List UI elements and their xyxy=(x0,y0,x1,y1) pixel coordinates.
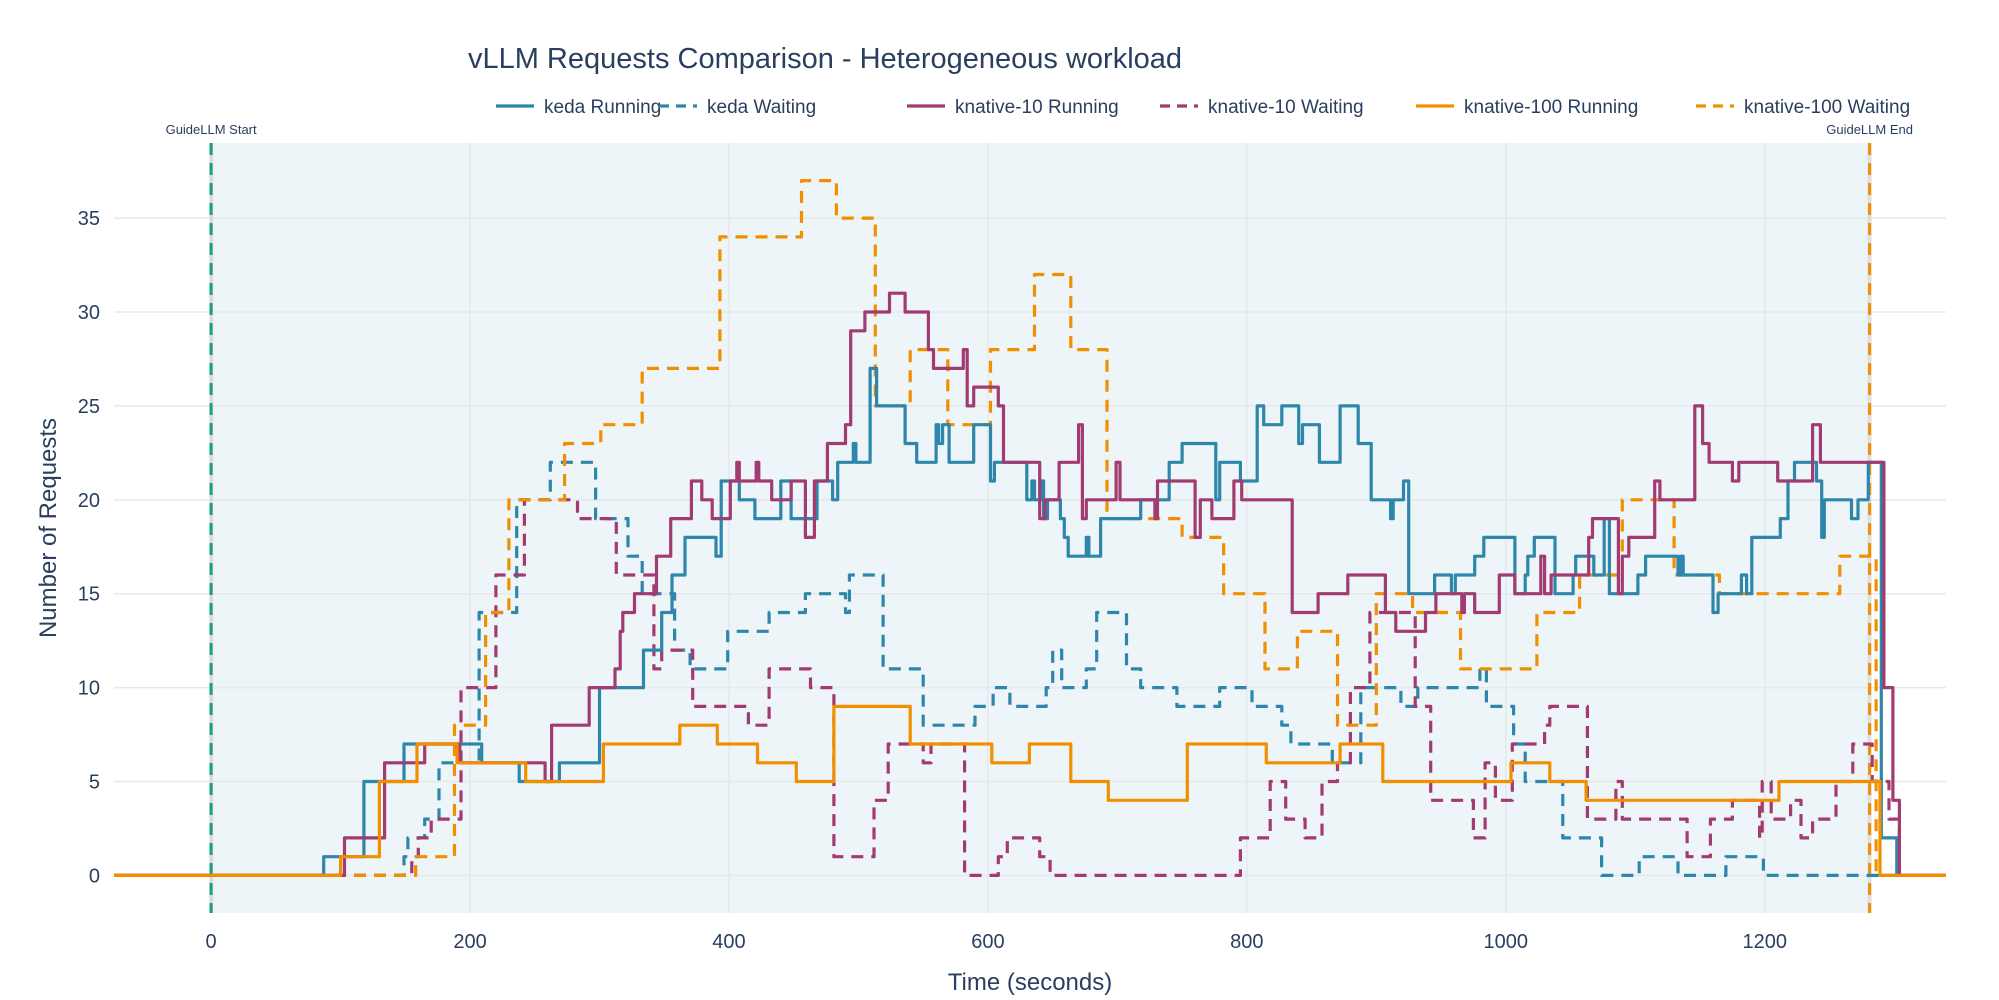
guidellm-start-label: GuideLLM Start xyxy=(166,122,257,137)
legend-label: knative-100 Waiting xyxy=(1744,97,1910,118)
y-axis-title: Number of Requests xyxy=(35,418,62,638)
event-lines xyxy=(209,143,1872,913)
y-tick-label: 25 xyxy=(78,396,100,418)
y-tick-label: 20 xyxy=(78,490,100,512)
x-tick-label: 400 xyxy=(712,931,745,953)
x-tick-label: 800 xyxy=(1230,931,1263,953)
legend-item[interactable]: knative-100 Waiting xyxy=(1696,97,1910,118)
y-tick-label: 0 xyxy=(89,865,100,887)
x-tick-label: 600 xyxy=(971,931,1004,953)
y-tick-label: 5 xyxy=(89,772,100,794)
legend-item[interactable]: knative-10 Running xyxy=(907,97,1119,118)
legend-item[interactable]: knative-10 Waiting xyxy=(1160,97,1364,118)
legend-label: knative-10 Waiting xyxy=(1208,97,1364,118)
legend-item[interactable]: keda Running xyxy=(496,97,661,118)
legend-item[interactable]: knative-100 Running xyxy=(1416,97,1638,118)
chart-title: vLLM Requests Comparison - Heterogeneous… xyxy=(468,43,1182,75)
legend-label: knative-10 Running xyxy=(955,97,1119,118)
x-tick-label: 1200 xyxy=(1742,931,1787,953)
legend-label: keda Running xyxy=(544,97,661,118)
x-axis-title: Time (seconds) xyxy=(948,969,1112,996)
legend-label: keda Waiting xyxy=(707,97,816,118)
series-line-knative-100-running xyxy=(114,704,1946,877)
series-line-knative-10-running xyxy=(114,291,1946,877)
series-line-knative-10-waiting xyxy=(114,498,1946,877)
y-tick-label: 35 xyxy=(78,208,100,230)
series-traces xyxy=(114,179,1946,877)
x-tick-label: 0 xyxy=(206,931,217,953)
y-tick-label: 10 xyxy=(78,678,100,700)
legend[interactable]: keda Running keda Waiting knative-10 Runni… xyxy=(496,97,1910,118)
y-tick-label: 30 xyxy=(78,302,100,324)
x-tick-label: 1000 xyxy=(1484,931,1529,953)
legend-label: knative-100 Running xyxy=(1464,97,1638,118)
x-tick-label: 200 xyxy=(453,931,486,953)
guidellm-end-label: GuideLLM End xyxy=(1826,122,1913,137)
legend-item[interactable]: keda Waiting xyxy=(659,97,816,118)
plot-area xyxy=(114,143,1946,913)
tick-labels: 0 200 400 600 800 1000 1200 0 5 10 15 20 25 30 35 xyxy=(78,208,1787,953)
y-tick-label: 15 xyxy=(78,584,100,606)
annotations: GuideLLM Start GuideLLM End xyxy=(166,122,1913,137)
